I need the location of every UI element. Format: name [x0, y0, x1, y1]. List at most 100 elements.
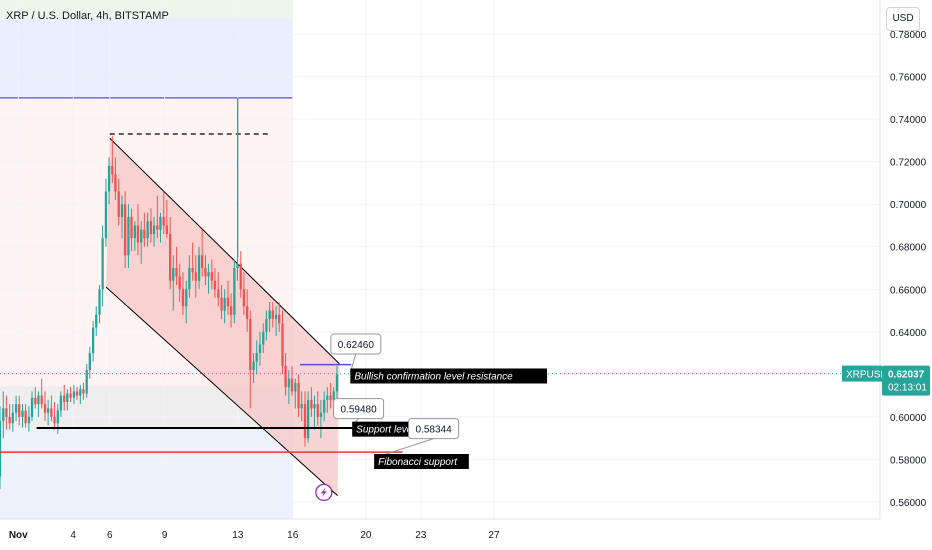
- candle-body: [249, 319, 252, 371]
- candle-body: [168, 233, 172, 281]
- candle-body: [63, 395, 66, 403]
- candle-body: [66, 393, 69, 403]
- candle-body: [271, 310, 274, 320]
- x-tick-label: 9: [162, 530, 168, 541]
- candle-body: [69, 393, 72, 398]
- candle-body: [220, 297, 223, 311]
- callouts-layer[interactable]: 0.62460 Bullish confirmation level resist…: [330, 333, 548, 469]
- symbol-tag-bg: [842, 365, 882, 382]
- y-tick-label: 0.76000: [890, 73, 927, 84]
- candle-body: [268, 310, 271, 320]
- candle-body: [40, 395, 43, 405]
- candle-body: [75, 391, 79, 396]
- x-tick-label: Nov: [9, 530, 28, 541]
- channel-lower-line[interactable]: [105, 286, 338, 496]
- candle-body: [14, 404, 18, 413]
- candle-body: [101, 238, 104, 290]
- callout-value: 0.62460: [338, 340, 375, 351]
- x-tick-label: 20: [360, 530, 372, 541]
- candle-body: [175, 268, 178, 277]
- candle-body: [239, 263, 242, 290]
- candle-body: [127, 216, 130, 256]
- candle-body: [165, 225, 169, 234]
- candle-body: [143, 229, 146, 239]
- channel-fill[interactable]: [106, 138, 340, 496]
- candle-body: [335, 374, 339, 392]
- candle-body: [290, 378, 294, 392]
- candle-body: [2, 408, 5, 422]
- y-tick-label: 0.68000: [890, 243, 927, 254]
- candle-body: [162, 216, 165, 226]
- callout-support[interactable]: 0.59480 Support level: [333, 398, 427, 437]
- candle-body: [246, 306, 249, 320]
- callout-label: Bullish confirmation level resistance: [354, 371, 513, 382]
- candle-body: [98, 289, 101, 315]
- candle-body: [191, 268, 194, 273]
- callout-label-bg: [352, 421, 427, 437]
- candle-body: [326, 395, 329, 400]
- candle-body: [185, 289, 188, 307]
- x-tick-label: 16: [287, 530, 299, 541]
- candle-body: [258, 344, 262, 354]
- y-tick-label: 0.72000: [890, 158, 927, 169]
- last-price-tag[interactable]: XRPUSD 0.62037 02:13:01: [842, 365, 930, 396]
- candle-body: [53, 416, 56, 424]
- candle-body: [303, 404, 307, 439]
- x-tick-label: 27: [488, 530, 500, 541]
- candle-body: [236, 263, 239, 269]
- y-tick-label: 0.56000: [890, 498, 927, 509]
- candle-body: [265, 319, 268, 332]
- callout-resistance[interactable]: 0.62460 Bullish confirmation level resist…: [330, 333, 548, 384]
- candle-body: [107, 165, 111, 192]
- candle-body: [294, 382, 297, 392]
- candle-body: [287, 378, 291, 388]
- symbol-tag-text: XRPUSD: [846, 370, 888, 381]
- candle-body: [210, 272, 214, 281]
- candle-body: [59, 395, 63, 411]
- candle-body: [201, 255, 204, 269]
- candle-body: [252, 361, 255, 371]
- candle-body: [140, 229, 143, 243]
- candle-body: [194, 272, 197, 281]
- candle-body: [149, 221, 153, 234]
- y-tick-label: 0.70000: [890, 200, 927, 211]
- callout-fib[interactable]: 0.58344 Fibonacci support: [373, 418, 469, 469]
- candle-body: [136, 225, 140, 243]
- candle-body: [30, 397, 34, 417]
- candle-body: [18, 404, 21, 417]
- candle-body: [8, 416, 11, 424]
- callout-label-bg: [350, 368, 548, 384]
- callout-label: Support level: [356, 425, 415, 436]
- currency-button[interactable]: USD: [886, 7, 920, 31]
- candle-body: [306, 399, 310, 439]
- candle-body: [46, 408, 50, 413]
- candle-body: [332, 391, 335, 400]
- y-axis-panel: [880, 0, 932, 550]
- channel-upper-line[interactable]: [109, 137, 340, 365]
- candle-body: [255, 353, 258, 362]
- candle-body: [207, 272, 210, 277]
- candle-body: [104, 191, 108, 239]
- y-tick-label: 0.74000: [890, 115, 927, 126]
- candle-body: [329, 395, 332, 400]
- candle-body: [123, 204, 127, 256]
- x-tick-label: 4: [70, 530, 76, 541]
- candle-body: [133, 225, 136, 239]
- candle-body: [159, 216, 162, 230]
- callout-value: 0.59480: [341, 405, 378, 416]
- candle-body: [111, 165, 114, 175]
- candle-body: [316, 404, 319, 417]
- callout-label-bg: [374, 453, 469, 469]
- candle-body: [43, 404, 47, 413]
- candle-body: [152, 225, 156, 234]
- x-tick-label: 13: [232, 530, 244, 541]
- candle-body: [56, 410, 59, 424]
- candle-body: [34, 397, 37, 405]
- lightning-icon[interactable]: [315, 483, 333, 502]
- candle-body: [178, 276, 181, 290]
- candle-body: [156, 225, 159, 230]
- candle-body: [213, 280, 217, 290]
- callout-value: 0.58344: [416, 425, 453, 436]
